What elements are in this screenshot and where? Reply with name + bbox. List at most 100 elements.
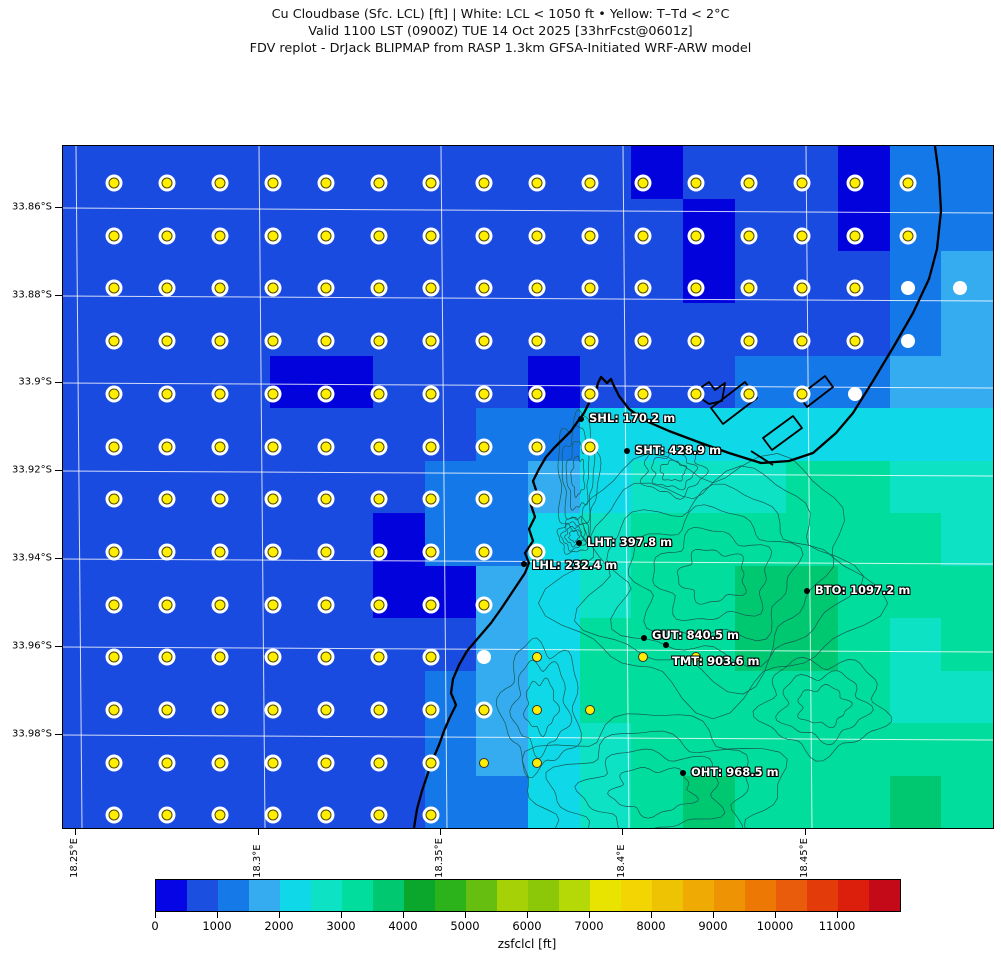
lat-tick-mark: [55, 382, 62, 383]
colorbar-tick-mark: [217, 911, 218, 918]
raster-cell: [889, 303, 943, 357]
grid-dot-yellow: [267, 335, 279, 347]
grid-dot-yellow: [161, 704, 173, 716]
raster-cell: [476, 303, 529, 357]
grid-dot-yellow: [267, 493, 279, 505]
grid-dot-yellow: [267, 388, 279, 400]
raster-cell: [838, 565, 891, 620]
grid-dot-yellow: [531, 335, 543, 347]
raster-cell: [63, 250, 116, 305]
raster-cell: [734, 670, 788, 725]
grid-dot-yellow: [584, 388, 596, 400]
raster-cell: [424, 146, 478, 200]
lat-tick-label: 33.9°S: [18, 376, 52, 388]
raster-cell: [373, 618, 426, 672]
grid-dot-yellow: [373, 704, 384, 716]
grid-dot-yellow: [478, 599, 490, 611]
grid-dot-yellow: [108, 809, 120, 821]
colorbar-segment: [249, 880, 280, 911]
raster-cell: [889, 198, 943, 252]
grid-dot-yellow: [373, 177, 384, 189]
grid-dot-yellow: [373, 651, 384, 663]
grid-dot-yellow: [584, 230, 596, 242]
grid-dot-yellow: [161, 651, 173, 663]
grid-dot-yellow: [584, 282, 596, 294]
raster-cell: [269, 408, 323, 462]
grid-dot-white: [900, 334, 915, 349]
grid-dot-yellow: [214, 651, 226, 663]
grid-dot-yellow: [108, 282, 120, 294]
grid-dot-yellow: [214, 230, 226, 242]
colorbar-tick-mark: [527, 911, 528, 918]
grid-dot-yellow: [108, 177, 120, 189]
grid-dot-yellow: [373, 757, 384, 769]
grid-dot-yellow: [214, 493, 226, 505]
raster-cell: [786, 460, 839, 515]
contour-layer: [496, 409, 892, 828]
grid-dot-yellow: [478, 493, 490, 505]
station-marker-SHL: [578, 416, 584, 422]
lon-tick-label: 18.4°E: [616, 844, 627, 878]
grid-dot-yellow: [796, 335, 808, 347]
grid-dot-yellow: [161, 282, 173, 294]
raster-cell: [579, 618, 633, 672]
grid-dot-white: [847, 386, 862, 401]
colorbar-tick-mark: [713, 911, 714, 918]
grid-dot-small-yellow: [479, 757, 490, 768]
station-label-LHL: LHL: 232.4 m: [532, 558, 618, 572]
raster-cell: [528, 618, 581, 672]
grid-dot-yellow: [320, 599, 332, 611]
raster-cell: [373, 198, 426, 252]
raster-cell: [889, 723, 943, 777]
colorbar-segment: [156, 880, 187, 911]
grid-dot-yellow: [690, 282, 702, 294]
grid-dot-yellow: [161, 177, 173, 189]
grid-dot-yellow: [637, 282, 649, 294]
raster-cell: [579, 303, 633, 357]
raster-cell: [166, 198, 219, 252]
lon-tick-label: 18.25°E: [69, 838, 80, 878]
raster-cell: [683, 670, 736, 725]
raster-cell: [321, 723, 374, 777]
colorbar-segment: [404, 880, 435, 911]
grid-dot-yellow: [320, 177, 332, 189]
grid-dot-yellow: [531, 493, 543, 505]
grid-dot-yellow: [108, 757, 120, 769]
raster-cell: [424, 565, 478, 620]
grid-dot-yellow: [161, 546, 173, 558]
grid-dot-yellow: [796, 230, 808, 242]
grid-dot-yellow: [320, 282, 332, 294]
raster-cell: [269, 670, 323, 725]
raster-cell: [424, 250, 478, 305]
grid-dot-yellow: [531, 230, 543, 242]
grid-dot-small-yellow: [532, 652, 543, 663]
colorbar-tick-label: 4000: [388, 919, 418, 933]
colorbar-tick-label: 7000: [574, 919, 604, 933]
raster-cell: [838, 146, 891, 200]
raster-cell: [941, 408, 993, 462]
grid-dot-yellow: [267, 177, 279, 189]
lon-tick-mark: [805, 828, 806, 835]
grid-dot-yellow: [108, 388, 120, 400]
raster-cell: [476, 250, 529, 305]
raster-cell: [631, 198, 684, 252]
grid-dot-small-yellow: [532, 705, 543, 715]
raster-cell: [476, 355, 529, 410]
raster-cell: [941, 618, 993, 672]
colorbar-tick-mark: [279, 911, 280, 918]
colorbar-segment: [714, 880, 745, 911]
raster-cell: [373, 460, 426, 515]
raster-cell: [631, 513, 684, 567]
raster-cell: [63, 565, 116, 620]
grid-dot-small-yellow: [638, 652, 648, 663]
raster-cell: [476, 198, 529, 252]
raster-cell: [528, 565, 581, 620]
raster-cell: [166, 460, 219, 515]
raster-cell: [838, 460, 891, 515]
station-label-OHT: OHT: 968.5 m: [691, 765, 779, 779]
grid-dot-yellow: [637, 388, 649, 400]
station-label-GUT: GUT: 840.5 m: [652, 628, 739, 642]
grid-dot-yellow: [478, 335, 490, 347]
grid-dot-small-yellow: [532, 757, 543, 768]
grid-dot-small-yellow: [585, 705, 596, 715]
